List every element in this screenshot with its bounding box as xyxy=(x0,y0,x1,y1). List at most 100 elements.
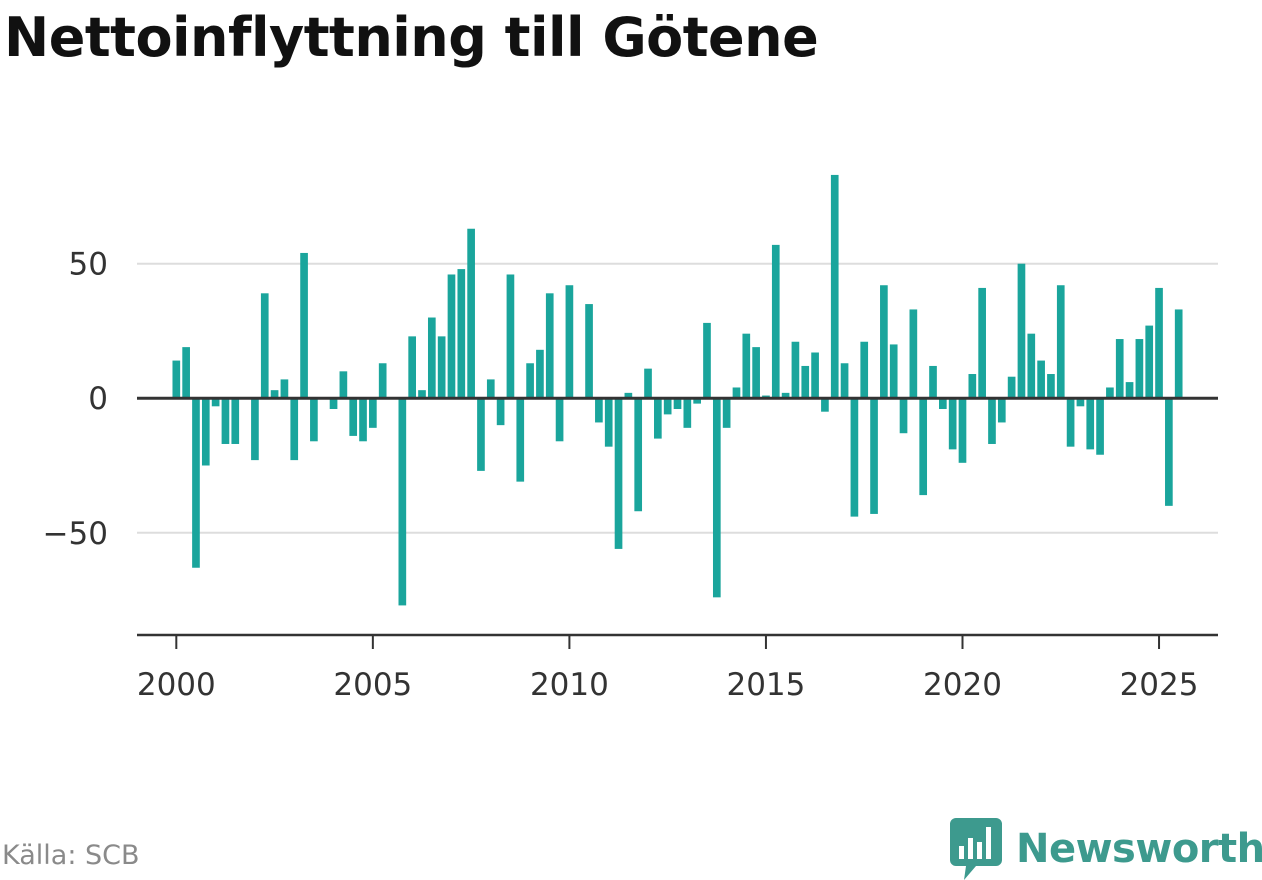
bar xyxy=(1096,398,1104,455)
bar xyxy=(1135,339,1144,399)
bar xyxy=(447,274,456,399)
bar xyxy=(870,398,878,514)
bar xyxy=(791,341,800,399)
bar xyxy=(437,336,446,399)
bar xyxy=(369,398,377,428)
bar xyxy=(408,336,416,399)
bar xyxy=(1056,285,1065,399)
x-tick-labels: 2000 2005 2010 2015 2020 2025 xyxy=(137,635,1199,703)
bar xyxy=(919,398,928,496)
bar xyxy=(506,274,515,399)
bar xyxy=(595,398,603,423)
bar xyxy=(899,398,908,434)
bar xyxy=(850,398,859,517)
x-tick-label: 2005 xyxy=(333,667,412,703)
x-tick-label: 2025 xyxy=(1120,667,1199,703)
bar xyxy=(801,365,810,399)
bar xyxy=(398,398,407,606)
bar xyxy=(614,398,623,549)
bar xyxy=(339,371,348,399)
bar xyxy=(811,352,819,399)
bar xyxy=(683,398,692,428)
bar xyxy=(968,374,977,399)
y-tick-label: 0 xyxy=(88,381,108,417)
bar xyxy=(644,368,652,399)
bar xyxy=(329,398,338,409)
bar xyxy=(565,285,574,399)
bar xyxy=(634,398,643,512)
bar xyxy=(427,317,436,399)
bar xyxy=(821,398,829,412)
bar xyxy=(585,304,593,399)
bar xyxy=(467,228,475,399)
x-tick-label: 2000 xyxy=(137,667,216,703)
bar xyxy=(359,398,367,442)
bar xyxy=(310,398,318,442)
bar xyxy=(673,398,682,409)
bar xyxy=(221,398,230,444)
bar xyxy=(1155,287,1163,399)
bar xyxy=(997,398,1006,423)
bar xyxy=(1106,387,1114,399)
bar xyxy=(496,398,505,426)
bar xyxy=(211,398,220,407)
bar xyxy=(1047,374,1055,399)
bar xyxy=(929,365,937,399)
bar xyxy=(260,293,269,399)
bar xyxy=(781,392,790,399)
bar xyxy=(418,390,426,399)
y-tick-labels: −50 0 50 xyxy=(43,247,108,552)
axes xyxy=(137,396,1218,637)
x-tick-label: 2010 xyxy=(530,667,609,703)
bars xyxy=(172,174,1183,606)
bar xyxy=(1174,309,1183,399)
bar xyxy=(555,398,564,442)
bar xyxy=(526,363,534,399)
bar xyxy=(378,363,387,399)
bar xyxy=(1037,360,1045,399)
gridlines xyxy=(137,262,1218,534)
bar xyxy=(251,398,259,461)
bar xyxy=(457,269,466,399)
bar xyxy=(663,398,672,415)
bar xyxy=(703,322,711,399)
bar xyxy=(182,347,190,399)
bar xyxy=(1017,263,1026,399)
bar xyxy=(604,398,613,447)
bar xyxy=(536,349,544,399)
brand-name: Newsworthy xyxy=(1016,826,1262,872)
bar xyxy=(516,398,525,482)
brand-logo: Newsworthy xyxy=(950,818,1262,880)
bar xyxy=(948,398,957,450)
bar xyxy=(290,398,299,461)
bar xyxy=(486,379,495,399)
y-tick-label: 50 xyxy=(69,247,108,283)
source-note: Källa: SCB xyxy=(2,840,140,871)
bar xyxy=(840,363,849,399)
bar xyxy=(477,398,485,471)
bar xyxy=(978,287,986,399)
bar xyxy=(624,392,633,399)
bar xyxy=(201,398,210,466)
bar xyxy=(1066,398,1075,447)
bar xyxy=(1145,325,1154,399)
x-tick-label: 2020 xyxy=(923,667,1002,703)
bar xyxy=(231,398,240,444)
bar xyxy=(1115,339,1124,399)
bar xyxy=(349,398,358,436)
newsworthy-logo-icon xyxy=(950,818,1002,880)
bar xyxy=(742,333,751,399)
bar xyxy=(1086,398,1095,450)
bar xyxy=(889,344,898,399)
bar xyxy=(693,398,701,404)
bar xyxy=(270,390,279,399)
bar xyxy=(860,341,869,399)
bar xyxy=(988,398,996,444)
bar xyxy=(1165,398,1173,506)
bar xyxy=(545,293,554,399)
y-tick-label: −50 xyxy=(43,516,108,552)
chart-title: Nettoinflyttning till Götene xyxy=(4,6,819,69)
bar xyxy=(300,252,308,399)
bar xyxy=(192,398,200,568)
bar xyxy=(654,398,662,439)
